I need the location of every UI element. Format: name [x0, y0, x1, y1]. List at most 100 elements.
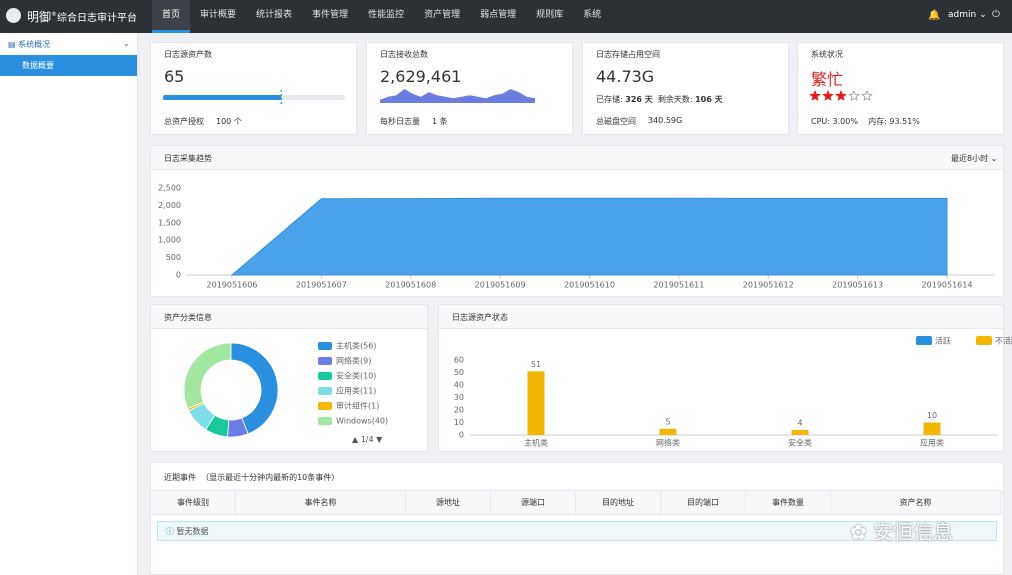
data-label: 5 [665, 417, 670, 426]
card-label: CPU: [811, 117, 830, 126]
range-selector[interactable]: 最近8小时 ⌄ [951, 154, 998, 163]
bell-icon[interactable]: 🔔 [928, 10, 941, 21]
legend-swatch [916, 336, 932, 345]
nav-item[interactable]: 弱点管理 [480, 10, 517, 20]
card-label: 内存: [868, 117, 887, 126]
y-tick-label: 60 [454, 356, 464, 365]
rating-star [848, 89, 860, 101]
card-title: 日志源资产数 [164, 50, 212, 59]
nav-item[interactable]: 事件管理 [312, 10, 349, 20]
top-bar: 明御®综合日志审计平台 首页 审计概要 统计报表 事件管理 性能监控 资产管理 弱点管理 规则… [0, 0, 1012, 33]
card-label-value: 1 条 [432, 117, 448, 126]
x-tick-label: 2019051606 [207, 281, 258, 290]
x-tick-label: 主机类 [524, 438, 548, 448]
y-tick-label: 50 [454, 368, 464, 377]
column-header: 源地址 [406, 491, 491, 514]
sidebar-item[interactable]: 数据概要 [0, 55, 137, 76]
card: 日志接收总数 2,629,461 每秒日志量 1 条 [366, 42, 573, 135]
nav-item[interactable]: 资产管理 [424, 10, 461, 20]
card-value: 2,629,461 [380, 67, 462, 86]
x-tick-label: 2019051607 [296, 281, 347, 290]
y-tick-label: 20 [454, 406, 464, 415]
legend-label[interactable]: 活跃 [935, 336, 951, 346]
rating-star [835, 89, 847, 101]
y-tick-label: 1,000 [158, 236, 181, 245]
nav-item[interactable]: 统计报表 [256, 10, 293, 20]
x-tick-label: 安全类 [788, 438, 812, 448]
card-label-value: 106 天 [695, 95, 723, 104]
y-tick-label: 10 [454, 418, 464, 427]
legend-label[interactable]: 不活跃 [995, 336, 1012, 346]
y-tick-label: 2,500 [158, 184, 181, 193]
nav-item[interactable]: 系统 [583, 10, 602, 20]
card-title: 日志存储占用空间 [596, 50, 660, 59]
panel-title: 日志采集趋势 [164, 154, 212, 163]
card-label: 总磁盘空间 [596, 117, 636, 126]
watermark-text: 安恒信息 [873, 520, 954, 544]
legend-label[interactable]: 应用类(11) [336, 386, 376, 396]
nav-item[interactable]: 规则库 [536, 10, 564, 20]
brand-name: 明御 [27, 10, 52, 24]
x-tick-label: 2019051610 [564, 281, 615, 290]
rating-star [809, 89, 821, 101]
product-name: 综合日志审计平台 [57, 13, 138, 24]
area [230, 197, 948, 276]
nav: 首页 审计概要 统计报表 事件管理 性能监控 资产管理 弱点管理 规则库 系统 [152, 0, 611, 33]
data-label: 4 [797, 419, 802, 428]
bar [659, 428, 677, 435]
legend-label[interactable]: 网络类(9) [336, 356, 371, 366]
card-label: 总资产授权 [164, 117, 204, 126]
card-value: 44.73G [596, 67, 655, 86]
legend-pager[interactable]: ▲ 1/4 ▼ [352, 435, 383, 444]
power-icon[interactable]: ⏻ [992, 9, 1000, 20]
legend-label[interactable]: 安全类(10) [336, 371, 376, 381]
legend-swatch [976, 336, 992, 345]
sidebar-section-label: 系统概况 [18, 40, 51, 49]
watermark: ✿ 安恒信息 [850, 520, 954, 544]
x-tick-label: 2019051614 [922, 281, 973, 290]
legend-label[interactable]: 审计组件(1) [336, 401, 379, 411]
card-label-value: 3.00% [832, 117, 858, 126]
column-header: 事件级别 [151, 491, 236, 514]
y-tick-label: 0 [176, 271, 181, 280]
y-tick-label: 2,000 [158, 201, 181, 210]
sidebar-section[interactable]: ▤ 系统概况 ⌄ [8, 39, 130, 49]
bar [923, 422, 941, 435]
card-label-value: 100 个 [216, 117, 242, 126]
nav-item[interactable]: 审计概要 [200, 10, 237, 20]
donut-slice [183, 342, 232, 410]
table-heading: 近期事件 （显示最近十分钟内最新的10条事件） [164, 472, 339, 483]
user-menu[interactable]: admin ⌄ [948, 10, 987, 20]
legend-swatch [318, 372, 332, 380]
x-tick-label: 2019051613 [832, 281, 883, 290]
card-title: 系统状况 [811, 50, 843, 59]
data-label: 10 [927, 411, 937, 420]
rating-star [822, 89, 834, 101]
panel-title: 资产分类信息 [164, 313, 212, 322]
legend-label[interactable]: 主机类(56) [336, 341, 376, 351]
card: 日志源资产数 65 总资产授权 100 个 [150, 42, 357, 135]
legend-label[interactable]: Windows(40) [336, 417, 388, 426]
column-header: 目的地址 [576, 491, 661, 514]
card: 日志存储占用空间 44.73G 已存储: 326 天 剩余天数: 106 天 总… [582, 42, 789, 135]
brand: 明御®综合日志审计平台 [27, 8, 137, 25]
x-tick-label: 2019051608 [385, 281, 436, 290]
logo [6, 8, 21, 23]
table-panel: 近期事件 （显示最近十分钟内最新的10条事件） 事件级别 事件名称 源地址 源端口 目的… [150, 462, 1004, 575]
sidebar: ▤ 系统概况 ⌄ 数据概要 [0, 33, 138, 575]
table-header: 事件级别 事件名称 源地址 源端口 目的地址 目的端口 事件数量 资产名称 [151, 490, 1003, 515]
legend-swatch [318, 417, 332, 425]
card-label: 已存储: [596, 95, 623, 104]
legend-swatch [318, 357, 332, 365]
card-label: 每秒日志量 [380, 117, 420, 126]
user-name: admin [948, 10, 977, 20]
nav-item[interactable]: 性能监控 [368, 10, 405, 20]
column-header: 目的端口 [661, 491, 746, 514]
progress-fill [163, 95, 282, 100]
legend-swatch [318, 387, 332, 395]
table-subtitle: （显示最近十分钟内最新的10条事件） [201, 473, 340, 482]
range-label: 最近8小时 [951, 154, 989, 163]
nav-item[interactable]: 首页 [152, 0, 191, 33]
